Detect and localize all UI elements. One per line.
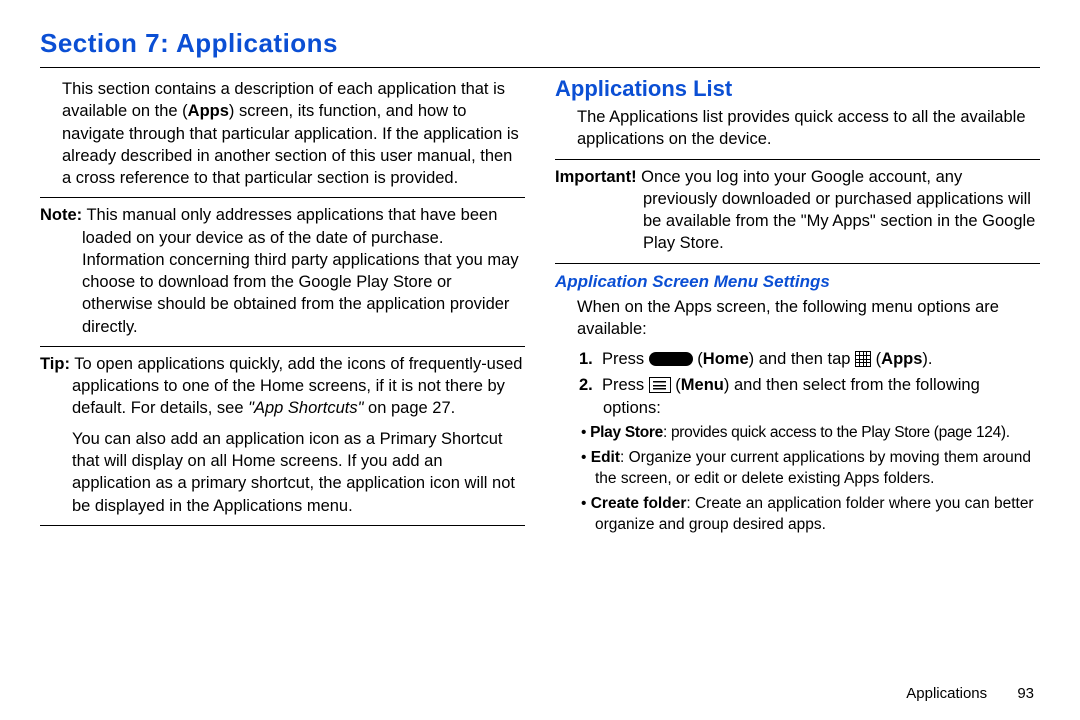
section-title: Section 7: Applications — [40, 28, 1040, 59]
apps-list-intro: The Applications list provides quick acc… — [555, 106, 1040, 151]
note-paragraph: Note: This manual only addresses applica… — [40, 204, 525, 338]
title-rule — [40, 67, 1040, 68]
page-number: 93 — [1017, 685, 1034, 702]
page-footer: Applications 93 — [906, 685, 1034, 702]
tip-paragraph-2: You can also add an application icon as … — [40, 428, 525, 517]
important-paragraph: Important! Once you log into your Google… — [555, 166, 1040, 255]
step-2: 2. Press (Menu) and then select from the… — [555, 374, 1040, 419]
bullet-play-store: • Play Store: provides quick access to t… — [555, 423, 1040, 444]
step-1: 1. Press (Home) and then tap (Apps). — [555, 348, 1040, 370]
intro-paragraph: This section contains a description of e… — [40, 78, 525, 189]
right-column: Applications List The Applications list … — [555, 74, 1040, 540]
two-column-layout: This section contains a description of e… — [40, 74, 1040, 540]
applications-list-heading: Applications List — [555, 76, 1040, 102]
divider-rule — [40, 197, 525, 198]
menu-intro: When on the Apps screen, the following m… — [555, 296, 1040, 341]
manual-page: Section 7: Applications This section con… — [0, 0, 1080, 720]
bullet-edit: • Edit: Organize your current applicatio… — [555, 448, 1040, 490]
tip-paragraph: Tip: To open applications quickly, add t… — [40, 353, 525, 420]
bullet-create-folder: • Create folder: Create an application f… — [555, 494, 1040, 536]
divider-rule — [555, 263, 1040, 264]
left-column: This section contains a description of e… — [40, 74, 525, 540]
menu-key-icon — [649, 377, 671, 393]
footer-label: Applications — [906, 685, 987, 702]
divider-rule — [40, 525, 525, 526]
apps-grid-icon — [855, 351, 871, 367]
menu-settings-heading: Application Screen Menu Settings — [555, 272, 1040, 292]
divider-rule — [555, 159, 1040, 160]
home-key-icon — [649, 352, 693, 366]
divider-rule — [40, 346, 525, 347]
